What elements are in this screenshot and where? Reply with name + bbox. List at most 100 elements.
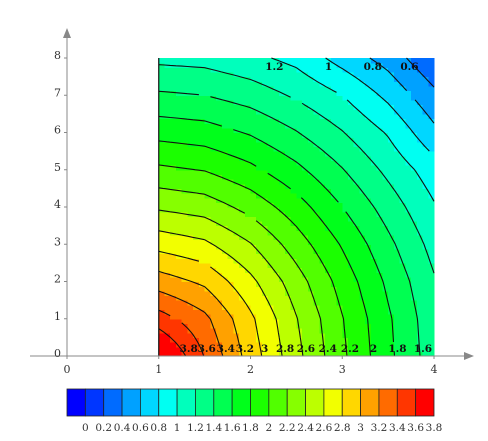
field-cell xyxy=(393,174,401,180)
field-cell xyxy=(376,151,383,157)
contour-line xyxy=(158,309,205,357)
field-cell xyxy=(239,225,246,231)
field-cell xyxy=(365,193,372,199)
field-cell xyxy=(399,58,406,64)
field-cell xyxy=(393,318,401,325)
field-cell xyxy=(353,290,361,297)
field-cell xyxy=(330,71,338,78)
field-cell xyxy=(239,123,246,129)
field-cell xyxy=(216,127,223,134)
field-cell xyxy=(158,193,166,199)
field-cell xyxy=(181,309,189,315)
field-cell xyxy=(365,248,372,255)
field-cell xyxy=(187,76,194,82)
field-cell xyxy=(313,286,320,292)
field-cell xyxy=(411,281,418,287)
field-cell xyxy=(175,193,183,199)
field-cell xyxy=(187,286,194,292)
field-cell xyxy=(250,67,257,73)
field-cell xyxy=(210,109,217,115)
field-cell xyxy=(250,337,257,343)
field-cell xyxy=(376,155,383,162)
field-cell xyxy=(227,295,234,301)
field-cell xyxy=(411,248,418,255)
field-cell xyxy=(290,85,297,92)
field-cell xyxy=(399,113,406,120)
field-cell xyxy=(399,183,406,189)
field-cell xyxy=(181,216,189,222)
field-cell xyxy=(382,137,389,143)
field-cell xyxy=(158,90,166,96)
field-cell xyxy=(411,225,418,231)
field-cell xyxy=(267,309,275,315)
field-cell xyxy=(256,62,263,68)
field-cell xyxy=(216,272,223,278)
field-cell xyxy=(365,169,372,176)
field-cell xyxy=(302,67,309,73)
field-cell xyxy=(336,67,343,73)
field-cell xyxy=(239,304,246,311)
field-cell xyxy=(330,174,338,180)
field-cell xyxy=(290,239,297,245)
field-cell xyxy=(365,207,372,213)
field-cell xyxy=(290,323,297,329)
field-cell xyxy=(198,262,206,269)
field-cell xyxy=(359,323,366,329)
field-cell xyxy=(233,183,240,189)
field-cell xyxy=(399,90,406,96)
field-cell xyxy=(164,160,171,166)
field-cell xyxy=(393,165,401,171)
field-cell xyxy=(359,309,366,315)
field-cell xyxy=(388,309,395,315)
field-cell xyxy=(170,281,177,287)
field-cell xyxy=(164,179,171,185)
field-cell xyxy=(422,234,429,241)
field-cell xyxy=(204,58,211,64)
field-cell xyxy=(267,76,275,82)
field-cell xyxy=(336,62,343,68)
field-cell xyxy=(227,346,234,352)
field-cell xyxy=(330,127,338,134)
colorbar-label: 1.4 xyxy=(205,422,222,434)
field-cell xyxy=(279,71,286,78)
field-cell xyxy=(164,300,171,306)
field-cell xyxy=(370,99,378,106)
field-cell xyxy=(239,286,246,292)
field-cell xyxy=(216,99,223,106)
field-cell xyxy=(296,141,303,148)
field-cell xyxy=(284,267,292,273)
field-cell xyxy=(204,323,211,329)
field-cell xyxy=(319,146,326,152)
field-cell xyxy=(210,90,217,96)
field-cell xyxy=(181,99,189,106)
field-cell xyxy=(181,197,189,203)
field-cell xyxy=(193,216,200,222)
field-cell xyxy=(393,99,401,106)
field-cell xyxy=(313,262,320,269)
field-cell xyxy=(187,132,194,138)
field-cell xyxy=(347,323,355,329)
field-cell xyxy=(325,160,332,166)
field-cell xyxy=(342,104,349,110)
field-cell xyxy=(290,76,297,82)
field-cell xyxy=(187,253,194,259)
field-cell xyxy=(279,197,286,203)
field-cell xyxy=(382,314,389,320)
field-cell xyxy=(399,160,406,166)
field-cell xyxy=(267,267,275,273)
field-cell xyxy=(250,183,257,189)
field-cell xyxy=(158,220,166,227)
field-cell xyxy=(411,337,418,343)
field-cell xyxy=(342,197,349,203)
field-cell xyxy=(239,314,246,320)
field-cell xyxy=(284,295,292,301)
field-cell xyxy=(382,58,389,64)
field-cell xyxy=(313,169,320,176)
field-cell xyxy=(302,239,309,245)
field-cell xyxy=(302,225,309,231)
field-cell xyxy=(342,179,349,185)
field-cell xyxy=(261,304,269,311)
field-cell xyxy=(279,220,286,227)
field-cell xyxy=(158,151,166,157)
field-cell xyxy=(233,286,240,292)
